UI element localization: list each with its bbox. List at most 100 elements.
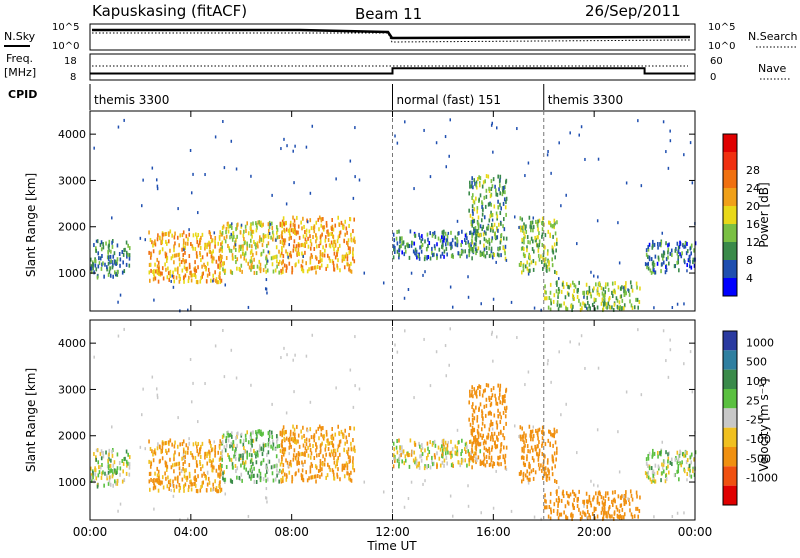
colorbar-swatch xyxy=(723,485,737,505)
velocity-cell xyxy=(670,457,673,462)
velocity-cell xyxy=(468,462,471,467)
power-cell xyxy=(490,210,492,215)
power-cell xyxy=(496,192,499,197)
velocity-cell xyxy=(645,457,648,462)
velocity-cell xyxy=(280,460,283,465)
power-cell xyxy=(259,262,262,267)
power-cell xyxy=(100,257,102,261)
velocity-cell xyxy=(465,449,467,454)
power-cell xyxy=(494,184,496,189)
power-cell xyxy=(332,260,335,265)
power-cell xyxy=(235,237,237,242)
velocity-cell xyxy=(303,452,305,457)
velocity-cell xyxy=(640,393,643,397)
power-cell xyxy=(247,305,250,309)
velocity-cell xyxy=(178,471,181,476)
velocity-cell xyxy=(225,443,228,448)
velocity-cell xyxy=(478,384,480,389)
power-cell xyxy=(496,252,499,257)
velocity-cell xyxy=(200,444,202,449)
velocity-cell xyxy=(225,465,228,470)
velocity-cell xyxy=(119,466,122,471)
velocity-cell xyxy=(331,468,334,473)
velocity-cell xyxy=(588,498,591,503)
power-cell xyxy=(472,249,475,254)
power-cell xyxy=(251,234,253,239)
power-cell xyxy=(401,240,403,245)
velocity-cell xyxy=(99,451,102,456)
power-cell xyxy=(688,255,691,260)
velocity-cell xyxy=(541,436,544,441)
velocity-cell xyxy=(196,463,199,468)
velocity-cell xyxy=(474,439,477,444)
power-cell xyxy=(95,239,98,243)
velocity-cell xyxy=(164,460,167,465)
power-cell xyxy=(395,236,398,241)
velocity-cell xyxy=(661,462,663,467)
power-cell xyxy=(549,307,552,312)
velocity-cell xyxy=(90,475,93,480)
velocity-cell xyxy=(536,452,539,457)
power-cell xyxy=(538,218,541,223)
power-cell xyxy=(444,242,447,247)
velocity-cell xyxy=(141,413,143,417)
velocity-cell xyxy=(560,512,563,517)
velocity-cell xyxy=(504,460,506,465)
power-cell xyxy=(545,264,548,269)
power-cell xyxy=(619,286,622,291)
velocity-cell xyxy=(669,348,672,352)
velocity-cell xyxy=(319,444,322,449)
power-cell xyxy=(674,248,677,253)
power-cell xyxy=(679,240,681,245)
velocity-cell xyxy=(259,432,262,437)
power-cell xyxy=(522,225,525,230)
power-cell xyxy=(161,271,163,276)
velocity-cell xyxy=(235,436,237,441)
velocity-cell xyxy=(244,433,247,438)
power-cell xyxy=(315,220,318,225)
velocity-cell xyxy=(266,469,268,474)
velocity-cell xyxy=(441,452,444,457)
velocity-cell xyxy=(300,452,303,457)
velocity-cell xyxy=(337,456,340,461)
power-cell xyxy=(660,240,662,245)
velocity-cell xyxy=(441,460,444,465)
velocity-cell xyxy=(156,393,159,397)
power-cell xyxy=(221,248,224,253)
velocity-cell xyxy=(280,356,282,360)
power-cell xyxy=(602,293,605,298)
power-cell xyxy=(214,135,217,139)
velocity-cell xyxy=(467,484,469,488)
velocity-cell xyxy=(309,448,312,453)
velocity-cell xyxy=(152,479,154,484)
noise-right-tick-bottom: 10^0 xyxy=(708,41,735,52)
power-cell xyxy=(650,257,653,262)
power-cell xyxy=(454,235,457,240)
velocity-cell xyxy=(282,463,285,468)
velocity-cell xyxy=(556,446,558,451)
power-cell xyxy=(323,253,326,258)
power-cell xyxy=(480,218,483,223)
colorbar-frame xyxy=(722,133,738,297)
velocity-cell xyxy=(286,460,289,465)
power-cell xyxy=(294,223,296,228)
velocity-cell xyxy=(653,451,656,456)
power-cell xyxy=(209,231,212,236)
velocity-cell xyxy=(433,439,436,444)
velocity-cell xyxy=(637,328,639,332)
velocity-cell xyxy=(491,445,494,450)
velocity-cell xyxy=(321,462,324,467)
velocity-cell xyxy=(526,444,529,449)
power-cell xyxy=(214,244,216,249)
velocity-cell xyxy=(219,489,222,494)
power-cell xyxy=(685,241,687,246)
velocity-cell xyxy=(169,483,171,488)
velocity-cell xyxy=(241,478,243,483)
power-cell xyxy=(282,216,285,221)
power-cell xyxy=(161,247,164,252)
power-cell xyxy=(582,301,584,306)
velocity-cell xyxy=(615,505,618,510)
velocity-cell xyxy=(292,453,295,458)
velocity-cell xyxy=(629,489,632,494)
power-cell xyxy=(302,216,304,221)
